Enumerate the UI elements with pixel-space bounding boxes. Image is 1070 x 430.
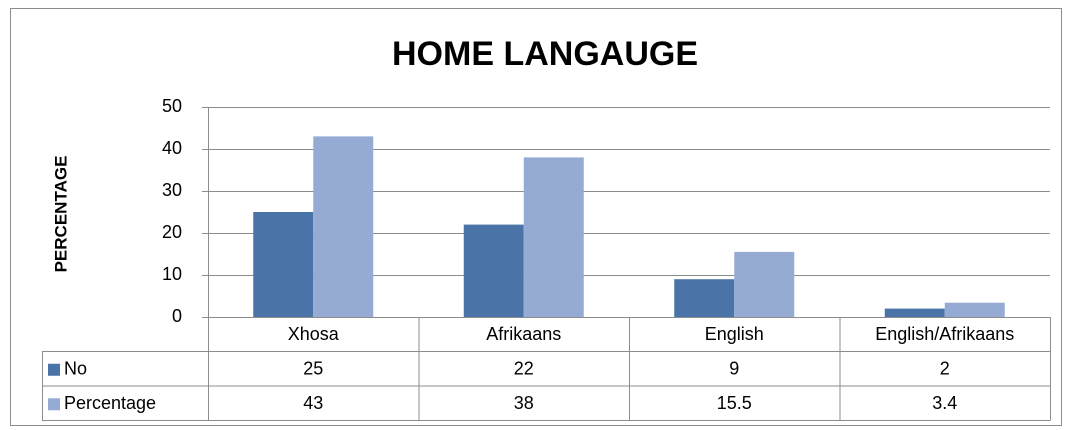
legend-swatch [48, 363, 60, 376]
table-value: 25 [303, 359, 323, 379]
legend-label: No [64, 359, 87, 379]
table-value: 38 [514, 393, 534, 413]
bar [674, 279, 735, 317]
bar [523, 157, 584, 317]
bar [734, 251, 795, 317]
bar [253, 212, 314, 317]
bar [313, 136, 374, 317]
bar [463, 224, 524, 317]
y-tick-label: 10 [162, 264, 182, 284]
y-tick-label: 50 [162, 96, 182, 116]
table-value: 9 [729, 359, 739, 379]
chart-title: HOME LANGAUGE [392, 35, 698, 73]
table-value: 43 [303, 393, 323, 413]
bar [944, 302, 1005, 317]
legend-label: Percentage [64, 393, 156, 413]
x-tick-label: English [705, 324, 764, 344]
x-tick-label: Afrikaans [486, 324, 561, 344]
y-tick-label: 20 [162, 222, 182, 242]
table-value: 15.5 [717, 393, 752, 413]
y-tick-label: 30 [162, 180, 182, 200]
legend-swatch [48, 398, 60, 411]
x-tick-label: Xhosa [288, 324, 340, 344]
table-value: 22 [514, 359, 534, 379]
x-tick-label: English/Afrikaans [875, 324, 1014, 344]
table-value: 3.4 [932, 393, 957, 413]
y-axis-label: PERCENTAGE [51, 156, 70, 273]
table-value: 2 [940, 359, 950, 379]
y-tick-label: 0 [172, 306, 182, 326]
y-tick-label: 40 [162, 138, 182, 158]
bar [884, 308, 945, 317]
